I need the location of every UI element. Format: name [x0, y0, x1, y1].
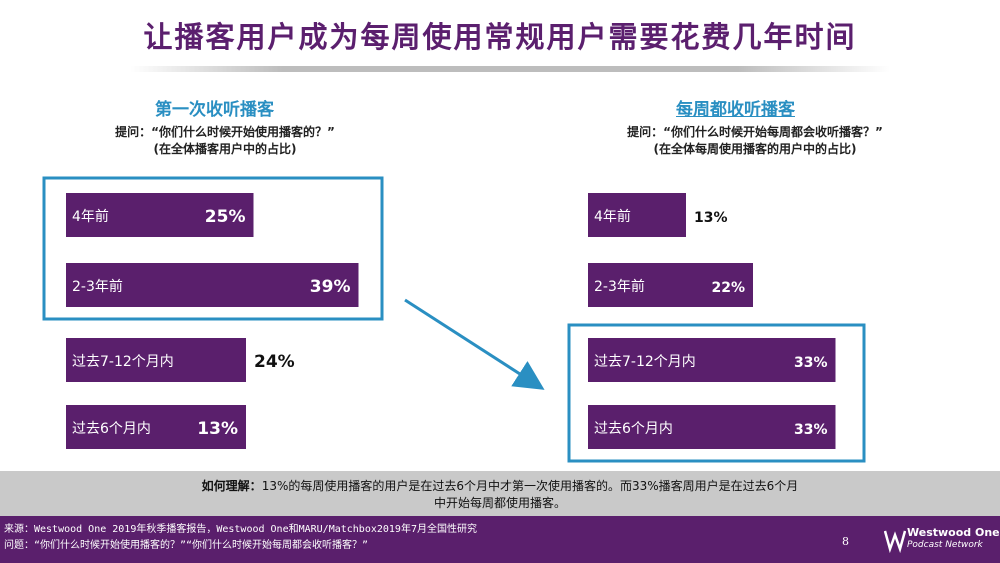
slide-title: 让播客用户成为每周使用常规用户需要花费几年时间 [143, 20, 857, 54]
right-bar-3 [588, 338, 836, 382]
right-bar-group: 4年前 13% 2-3年前 22% 过去7-12个月内 33% 过去6个月内 33% [588, 193, 836, 449]
left-category-label-2: 2-3年前 [72, 278, 123, 295]
right-question: 提问：“你们什么时候开始每周都会收听播客？” (在全体每周使用播客的用户中的占比… [560, 124, 950, 158]
page-number: 8 [842, 535, 849, 548]
logo-wordmark: Westwood One Podcast Network [907, 527, 1000, 551]
right-category-label-3: 过去7-12个月内 [594, 354, 696, 370]
left-value-label-3: 24% [254, 352, 295, 372]
title-divider [130, 66, 890, 72]
right-chart-heading: 每周都收听播客 [676, 100, 795, 120]
right-question-note: (在全体每周使用播客的用户中的占比) [653, 142, 857, 156]
left-question-text: 提问：“你们什么时候开始使用播客的？” [115, 125, 335, 139]
westwood-one-logo-icon [884, 530, 906, 553]
footer-question: 问题：“你们什么时候开始使用播客的？”“你们什么时候开始每周都会收听播客？” [4, 540, 369, 551]
left-bar-2 [66, 263, 359, 307]
left-highlight-box [42, 176, 384, 321]
right-category-label-1: 4年前 [594, 208, 631, 225]
right-question-text: 提问：“你们什么时候开始每周都会收听播客？” [627, 125, 883, 139]
left-question: 提问：“你们什么时候开始使用播客的？” (在全体播客用户中的占比) [40, 124, 410, 158]
left-bar-3 [66, 338, 246, 382]
right-value-label-1: 13% [694, 210, 728, 226]
logo-subtitle: Podcast Network [907, 540, 983, 550]
insight-line-2: 中开始每周都使用播客。 [433, 496, 566, 510]
right-category-label-2: 2-3年前 [594, 278, 645, 295]
insight-band [0, 471, 1000, 516]
left-bar-4 [66, 405, 246, 449]
logo-title: Westwood One [907, 526, 1000, 539]
right-value-label-2: 22% [711, 280, 745, 296]
insight-label: 如何理解： [201, 479, 262, 493]
right-value-label-4: 33% [794, 422, 828, 438]
left-category-label-3: 过去7-12个月内 [72, 354, 174, 370]
right-category-label-4: 过去6个月内 [594, 421, 673, 437]
right-bar-2 [588, 263, 753, 307]
left-value-label-4: 13% [197, 419, 238, 439]
left-question-note: (在全体播客用户中的占比) [153, 142, 297, 156]
footer-source: 来源：Westwood One 2019年秋季播客报告，Westwood One… [4, 524, 477, 535]
footer-bar [0, 516, 1000, 563]
right-bar-4 [588, 405, 836, 449]
right-value-label-3: 33% [794, 355, 828, 371]
left-category-label-1: 4年前 [72, 208, 109, 225]
insight-text: 如何理解：13%的每周使用播客的用户是在过去6个月中才第一次使用播客的。而33%… [80, 478, 920, 512]
insight-line-1: 13%的每周使用播客的用户是在过去6个月中才第一次使用播客的。而33%播客周用户… [261, 479, 799, 493]
left-value-label-2: 39% [310, 277, 351, 297]
left-chart-heading: 第一次收听播客 [155, 100, 274, 120]
bar-charts: 4年前 25% 2-3年前 39% 过去7-12个月内 24% 过去6个月内 13% 4年前 1… [42, 176, 866, 463]
right-highlight-box [567, 323, 866, 463]
left-bar-group: 4年前 25% 2-3年前 39% 过去7-12个月内 24% 过去6个月内 13% [66, 193, 359, 449]
left-category-label-4: 过去6个月内 [72, 421, 151, 437]
left-bar-1 [66, 193, 254, 237]
transition-arrow [404, 298, 545, 390]
left-value-label-1: 25% [205, 207, 246, 227]
right-bar-1 [588, 193, 686, 237]
